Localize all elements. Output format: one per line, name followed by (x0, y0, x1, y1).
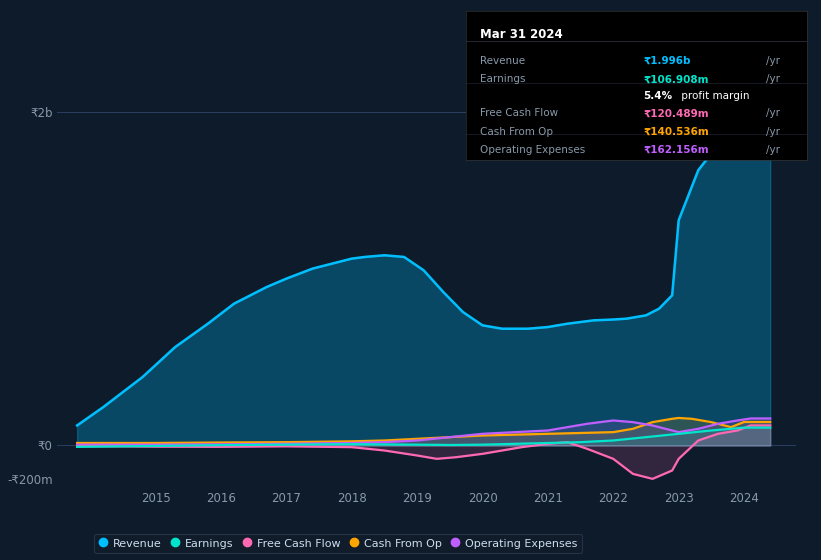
Text: ₹162.156m: ₹162.156m (644, 145, 709, 155)
Text: Operating Expenses: Operating Expenses (480, 145, 585, 155)
Text: Mar 31 2024: Mar 31 2024 (480, 27, 562, 40)
Text: ₹1.996b: ₹1.996b (644, 56, 691, 66)
Text: profit margin: profit margin (677, 91, 749, 101)
Text: /yr: /yr (766, 109, 780, 118)
Text: Cash From Op: Cash From Op (480, 127, 553, 137)
Text: ₹106.908m: ₹106.908m (644, 74, 709, 84)
Text: ₹140.536m: ₹140.536m (644, 127, 709, 137)
Text: ₹120.489m: ₹120.489m (644, 109, 709, 118)
Text: /yr: /yr (766, 74, 780, 84)
Text: 5.4%: 5.4% (644, 91, 672, 101)
Text: Earnings: Earnings (480, 74, 525, 84)
Legend: Revenue, Earnings, Free Cash Flow, Cash From Op, Operating Expenses: Revenue, Earnings, Free Cash Flow, Cash … (94, 534, 582, 553)
Text: /yr: /yr (766, 145, 780, 155)
Text: Free Cash Flow: Free Cash Flow (480, 109, 558, 118)
Text: Revenue: Revenue (480, 56, 525, 66)
Text: /yr: /yr (766, 127, 780, 137)
Text: /yr: /yr (766, 56, 780, 66)
